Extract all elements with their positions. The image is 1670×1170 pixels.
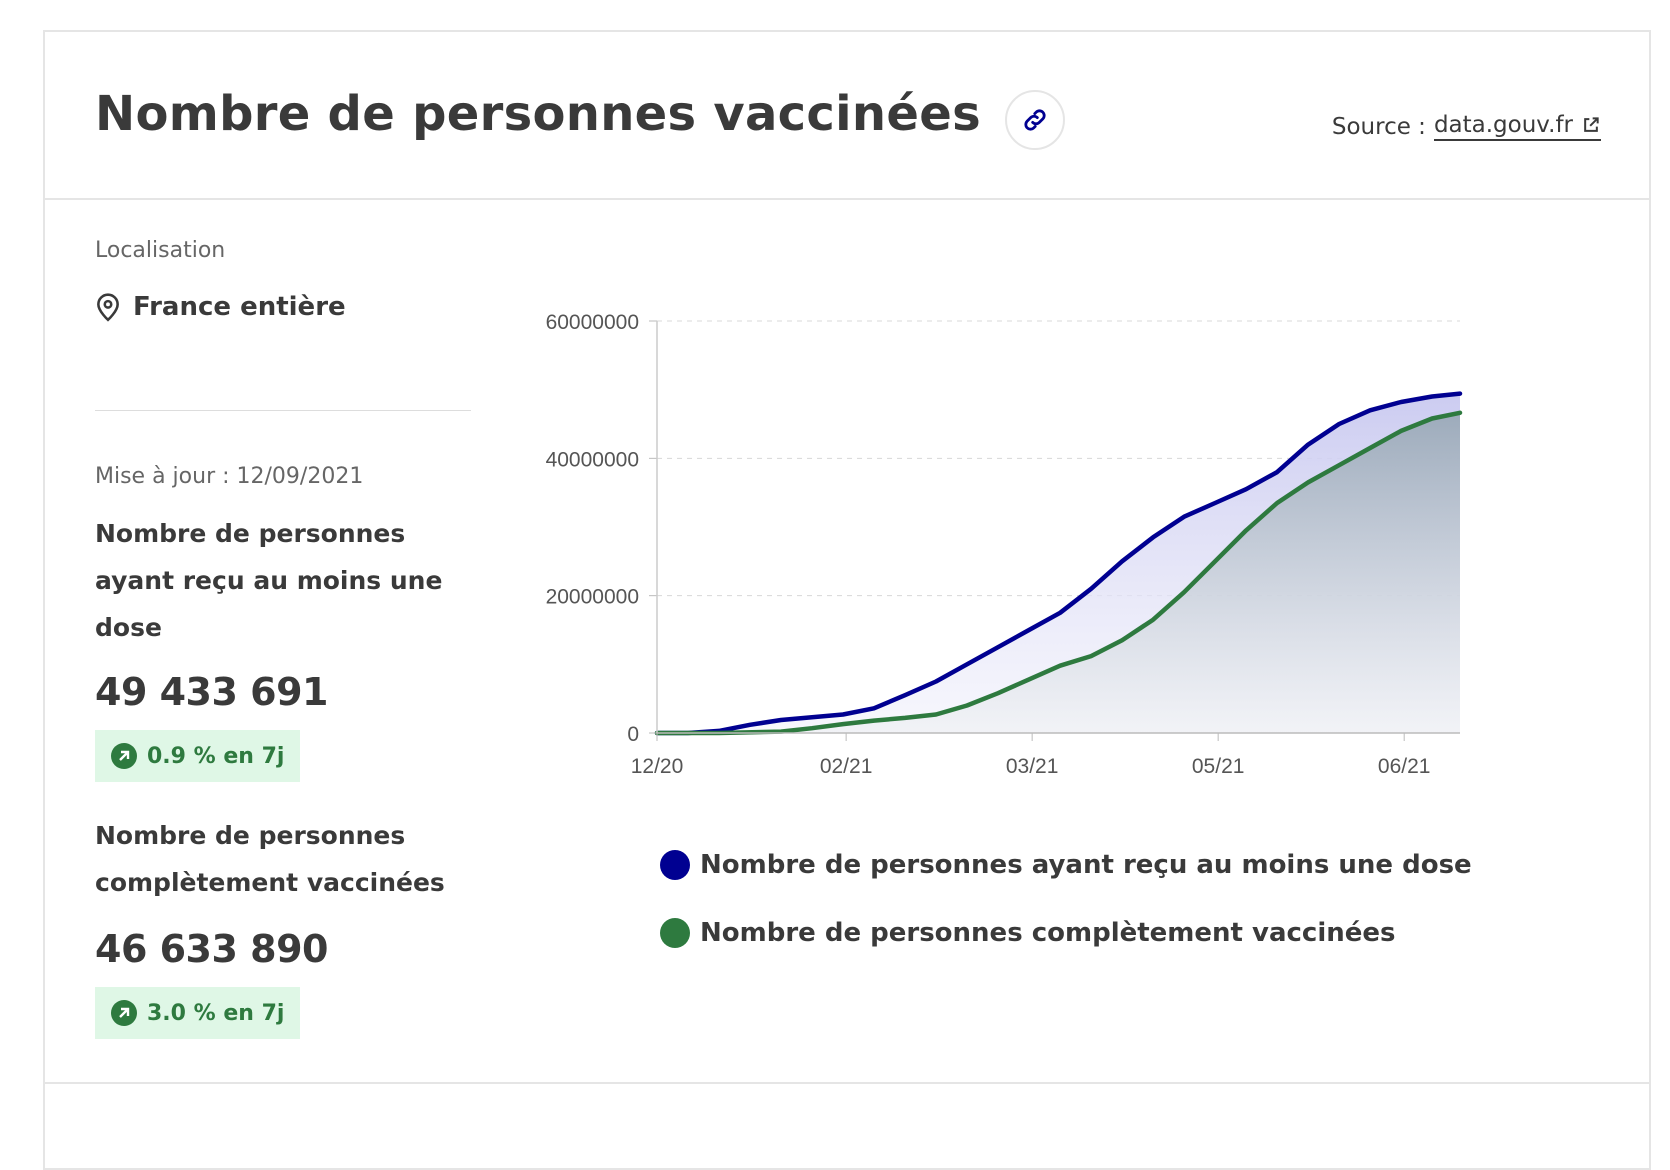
x-tick-label: 05/21: [1192, 755, 1245, 778]
source-attribution: Source : data.gouv.fr: [1332, 112, 1601, 141]
y-tick-label: 60000000: [546, 311, 639, 334]
arrow-up-right-icon: [111, 1000, 137, 1026]
source-label: Source :: [1331, 113, 1426, 140]
legend-swatch-complete: [660, 918, 690, 948]
link-icon: [1024, 109, 1046, 131]
series-line-1: [654, 410, 1463, 736]
stat-value-dose1: 49 433 691: [95, 670, 328, 714]
x-tick-label: 02/21: [820, 755, 873, 778]
legend-item-complete[interactable]: Nombre de personnes complètement vacciné…: [660, 918, 1396, 948]
copy-link-button[interactable]: [1005, 90, 1065, 150]
card-footer-divider: [45, 1082, 1649, 1084]
series-area-1: [657, 412, 1460, 733]
stat-value-complete: 46 633 890: [95, 927, 328, 971]
external-link-icon: [1584, 117, 1599, 132]
series-line-0: [654, 391, 1463, 736]
source-link[interactable]: data.gouv.fr: [1433, 112, 1601, 141]
trend-badge-complete: 3.0 % en 7j: [95, 987, 301, 1039]
arrow-up-right-icon: [111, 743, 137, 769]
vaccination-chart: 0 20000000 40000000 60000000 12/20 02/21 03/21…: [520, 300, 1617, 800]
stat-label-dose1: Nombre de personnes ayant reçu au moins …: [95, 519, 443, 642]
trend-text-complete: 3.0 % en 7j: [147, 1000, 285, 1026]
location-label: Localisation: [95, 238, 226, 263]
stat-label-complete: Nombre de personnes complètement vacciné…: [95, 821, 445, 897]
legend-item-dose1[interactable]: Nombre de personnes ayant reçu au moins …: [660, 850, 1472, 880]
source-link-text: data.gouv.fr: [1433, 112, 1573, 138]
x-tick-label: 06/21: [1378, 755, 1431, 778]
y-tick-label: 20000000: [546, 586, 639, 609]
x-tick-label: 12/20: [631, 755, 684, 778]
legend-label-complete: Nombre de personnes complètement vacciné…: [700, 918, 1396, 948]
location-value[interactable]: France entière: [95, 292, 346, 322]
y-tick-label: 40000000: [546, 448, 639, 471]
map-pin-icon: [97, 293, 119, 322]
y-tick-label: 0: [627, 723, 639, 746]
legend-swatch-dose1: [660, 850, 690, 880]
trend-badge-dose1: 0.9 % en 7j: [95, 730, 301, 782]
chart-svg: 0 20000000 40000000 60000000 12/20 02/21 03/21…: [546, 311, 1617, 778]
legend-label-dose1: Nombre de personnes ayant reçu au moins …: [700, 850, 1472, 880]
location-text: France entière: [133, 292, 346, 322]
update-date: Mise à jour : 12/09/2021: [95, 464, 364, 489]
panel-divider: [95, 410, 471, 411]
page-title: Nombre de personnes vaccinées: [95, 86, 981, 142]
x-tick-label: 03/21: [1006, 755, 1059, 778]
card-header: Nombre de personnes vaccinées Source : d…: [45, 32, 1649, 200]
trend-text-dose1: 0.9 % en 7j: [147, 743, 285, 769]
